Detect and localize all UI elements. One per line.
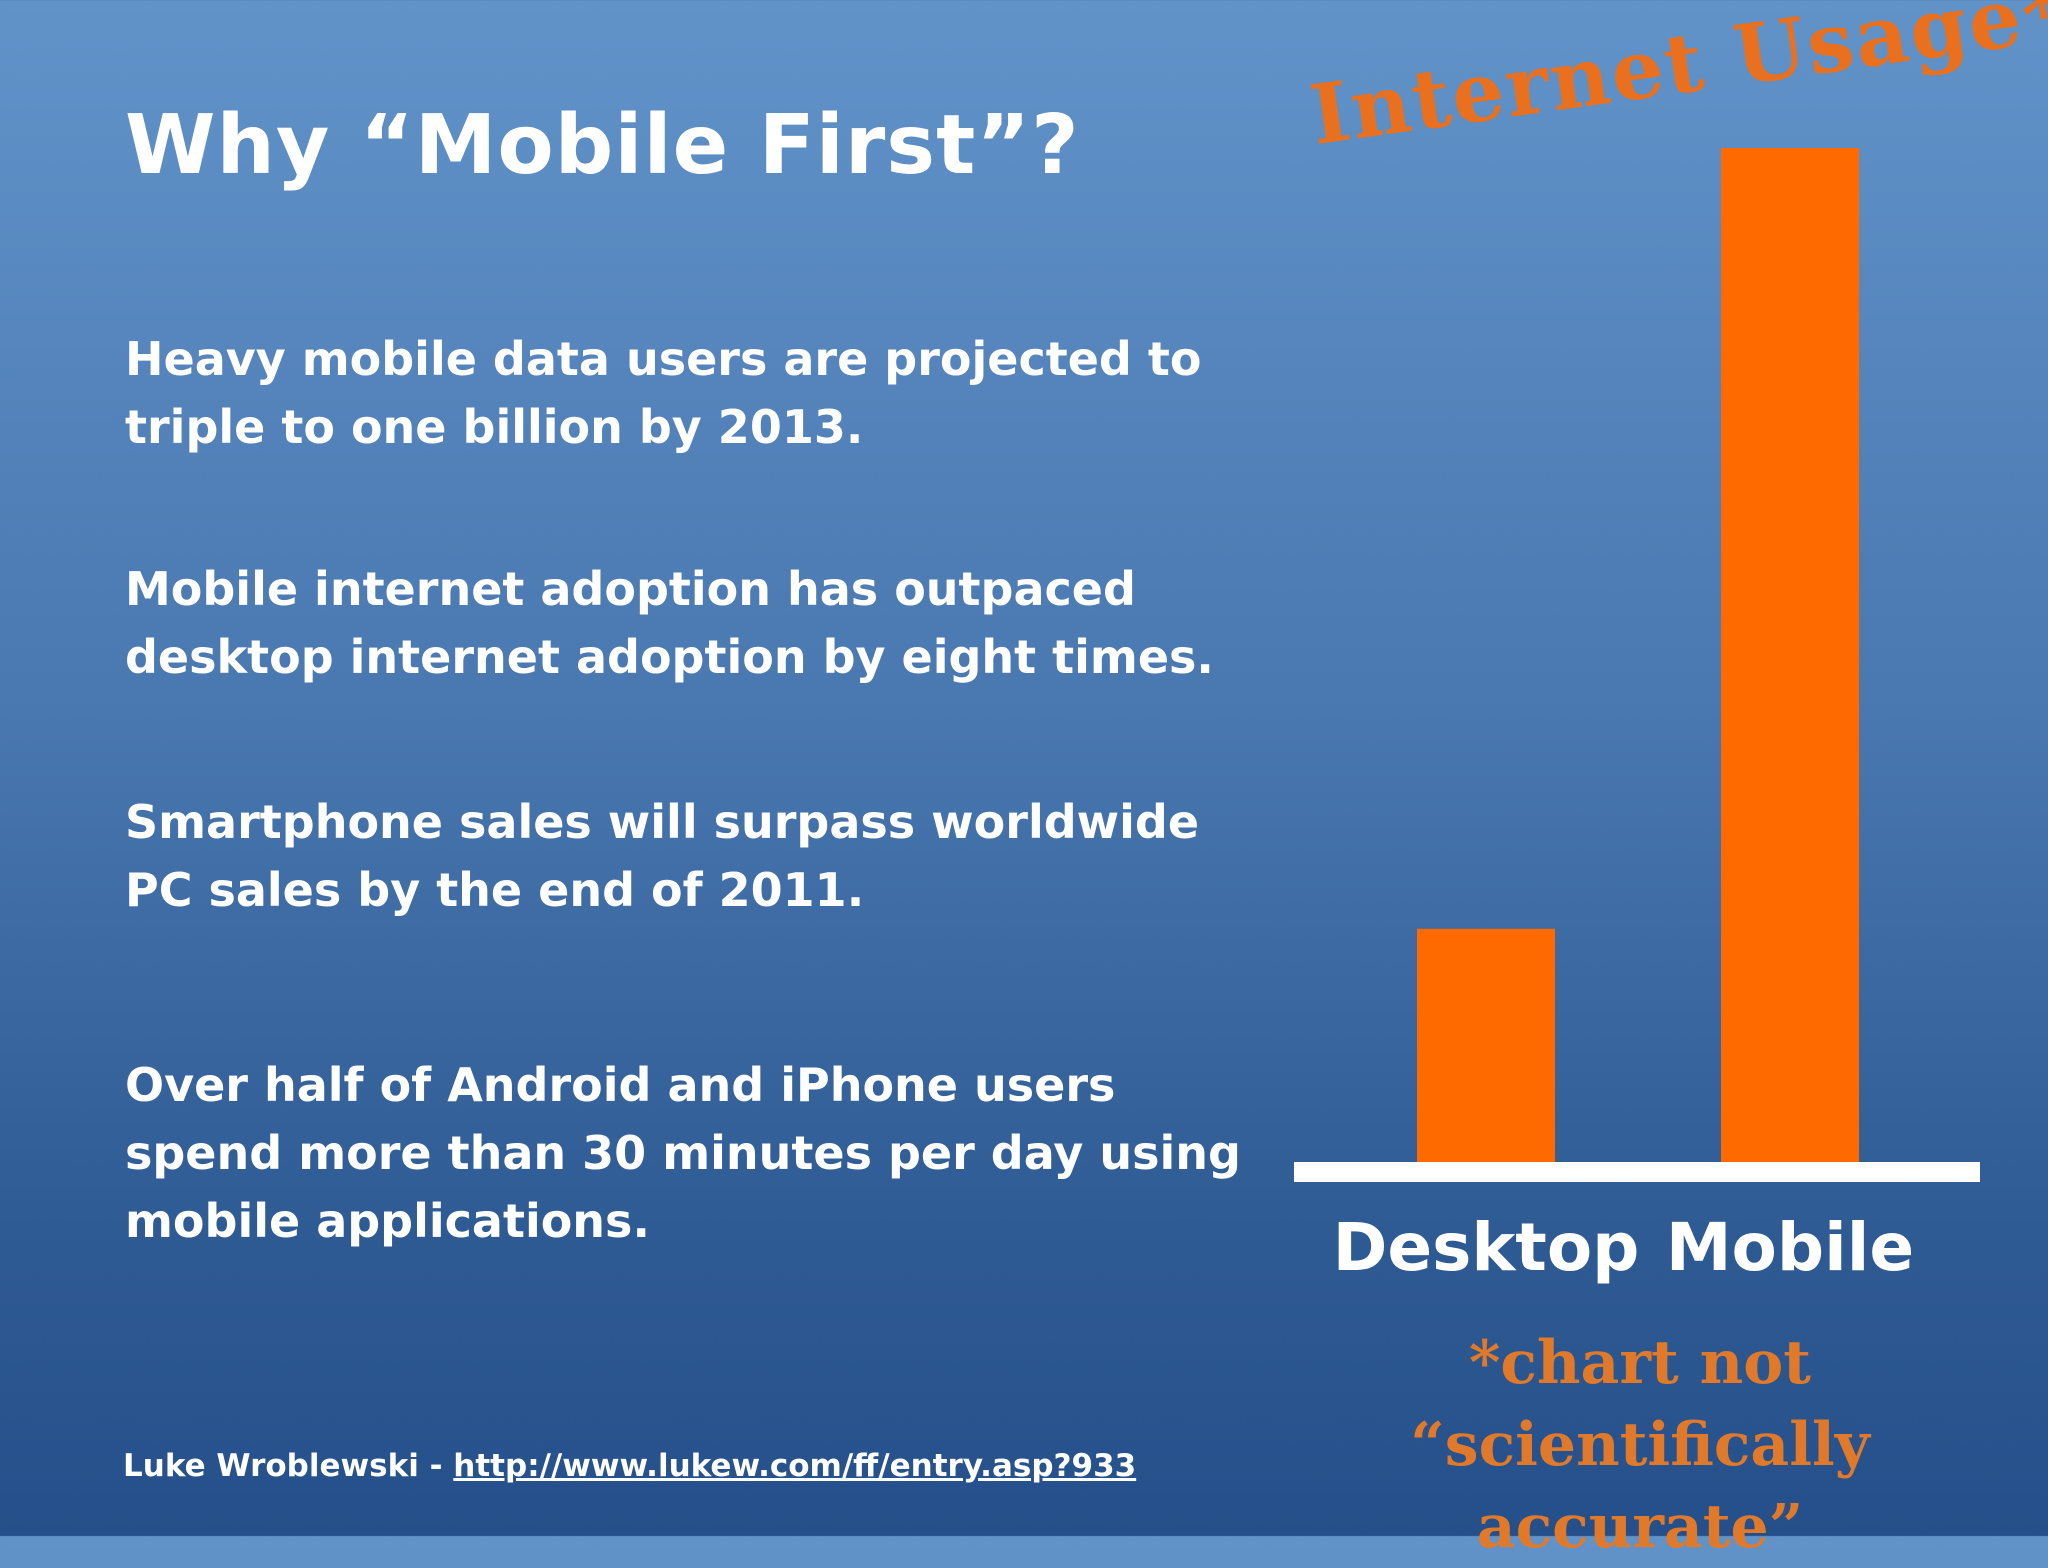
slide-title: Why “Mobile First”? xyxy=(125,98,1080,193)
footer-credit: Luke Wroblewski - http://www.lukew.com/f… xyxy=(123,1448,1136,1484)
internet-usage-chart: Desktop Mobile xyxy=(1294,148,1980,1286)
category-label-mobile: Mobile xyxy=(1666,1209,1914,1286)
footer-author: Luke Wroblewski - xyxy=(123,1448,454,1484)
chart-disclaimer: *chart not “scientifically accurate” xyxy=(1410,1328,1870,1562)
point-2: Mobile internet adoption has outpaced de… xyxy=(125,562,1214,684)
point-4: Over half of Android and iPhone users sp… xyxy=(125,1058,1241,1248)
footer-link[interactable]: http://www.lukew.com/ff/entry.asp?933 xyxy=(453,1448,1137,1484)
bar-mobile xyxy=(1721,148,1859,1162)
bar-desktop xyxy=(1417,928,1555,1162)
point-1: Heavy mobile data users are projected to… xyxy=(125,332,1202,454)
category-label-desktop: Desktop xyxy=(1333,1209,1640,1286)
slide: Why “Mobile First”? Heavy mobile data us… xyxy=(123,0,2048,1562)
point-3: Smartphone sales will surpass worldwide … xyxy=(125,795,1200,917)
chart-baseline xyxy=(1294,1162,1980,1182)
